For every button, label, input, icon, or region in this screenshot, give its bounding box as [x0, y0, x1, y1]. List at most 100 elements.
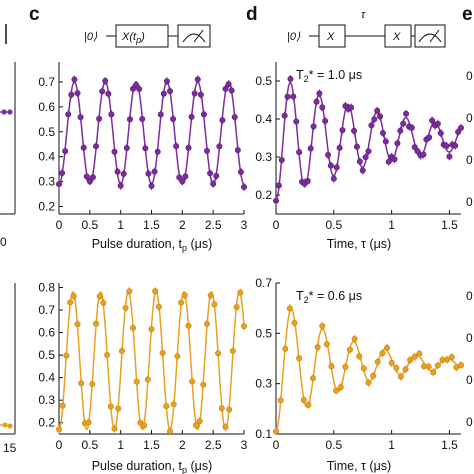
data-point — [374, 358, 381, 365]
data-point — [130, 85, 137, 92]
svg-text:0: 0 — [466, 373, 473, 387]
data-point — [192, 422, 199, 429]
circuit-d-gate1: X — [326, 31, 335, 43]
data-point — [211, 301, 218, 308]
data-point — [170, 401, 177, 408]
data-point — [281, 112, 288, 119]
data-point — [231, 114, 238, 121]
data-point — [403, 110, 410, 117]
y-tick-label: 0.1 — [255, 427, 272, 441]
data-point — [272, 428, 279, 435]
data-point — [74, 321, 81, 328]
data-point — [455, 128, 462, 135]
data-point — [219, 117, 226, 124]
data-point — [139, 116, 146, 123]
data-point — [339, 127, 346, 134]
y-tick-label: 0.2 — [38, 200, 55, 214]
data-point — [145, 170, 152, 177]
data-point — [67, 299, 74, 306]
data-point — [319, 322, 326, 329]
data-point — [163, 78, 170, 85]
data-point — [278, 156, 285, 163]
data-point — [287, 76, 294, 83]
data-point — [107, 403, 114, 410]
data-point — [102, 77, 109, 84]
data-point — [185, 144, 192, 151]
data-point — [314, 344, 321, 351]
data-point — [70, 293, 77, 300]
data-point — [200, 381, 207, 388]
svg-text:0: 0 — [466, 415, 473, 429]
data-point — [152, 288, 159, 295]
data-point — [305, 401, 312, 408]
x-tick-label: 0 — [273, 218, 280, 232]
data-point — [333, 387, 340, 394]
x-tick-label: 0.5 — [81, 218, 98, 232]
x-tick-label: 3 — [241, 218, 248, 232]
data-point — [353, 143, 360, 150]
data-point — [291, 320, 298, 327]
data-point — [200, 111, 207, 118]
data-point — [407, 356, 414, 363]
panel-letter-d: d — [246, 4, 258, 25]
data-point — [228, 87, 235, 94]
svg-text:0: 0 — [466, 195, 473, 209]
data-point — [234, 147, 241, 154]
partial-left-bottom-panel: 15 — [0, 283, 17, 455]
data-point — [310, 123, 317, 130]
data-point — [226, 406, 233, 413]
data-point — [333, 164, 340, 171]
data-point — [99, 88, 106, 95]
data-point — [188, 113, 195, 120]
circuit-d-measure-box — [414, 24, 446, 48]
data-point — [62, 148, 69, 155]
data-point — [296, 355, 303, 362]
y-tick-label: 0.3 — [38, 175, 55, 189]
data-point — [117, 182, 124, 189]
data-point — [118, 348, 125, 355]
data-point — [434, 362, 441, 369]
data-point — [348, 104, 355, 111]
data-point — [74, 90, 81, 97]
data-point — [104, 351, 111, 358]
data-point — [174, 353, 181, 360]
data-point — [241, 323, 248, 330]
data-point — [178, 299, 185, 306]
data-point — [204, 147, 211, 154]
data-point — [80, 144, 87, 151]
data-point — [383, 344, 390, 351]
data-point — [277, 397, 284, 404]
svg-text:0: 0 — [466, 111, 473, 125]
data-point — [452, 142, 459, 149]
data-point — [173, 143, 180, 150]
data-point — [163, 403, 170, 410]
measure-meter-icon — [418, 33, 442, 43]
data-point — [411, 353, 418, 360]
data-point — [388, 359, 395, 366]
x-tick-label: 3 — [241, 438, 248, 452]
data-point — [400, 120, 407, 127]
t2-annotation-bottom: T2* = 0.6 μs — [296, 289, 362, 305]
circuit-d-state: |0⟩ — [287, 31, 301, 43]
data-point — [408, 124, 415, 131]
data-point — [325, 151, 332, 158]
data-point — [123, 144, 130, 151]
data-point — [126, 116, 133, 123]
data-point — [55, 181, 62, 188]
x-tick-label: 0.5 — [325, 438, 342, 452]
data-point — [446, 153, 453, 160]
data-point — [182, 173, 189, 180]
circuit-d-delay: τ — [361, 9, 366, 21]
data-point — [148, 326, 155, 333]
data-point — [356, 158, 363, 165]
data-point — [304, 178, 311, 185]
data-point — [144, 376, 151, 383]
x-tick-label: 1.5 — [143, 218, 160, 232]
data-point — [130, 324, 137, 331]
circuit-c-measure-box — [177, 24, 211, 48]
data-point — [379, 350, 386, 357]
data-point — [115, 405, 122, 412]
y-tick-label: 0.5 — [255, 74, 272, 88]
data-point — [89, 380, 96, 387]
